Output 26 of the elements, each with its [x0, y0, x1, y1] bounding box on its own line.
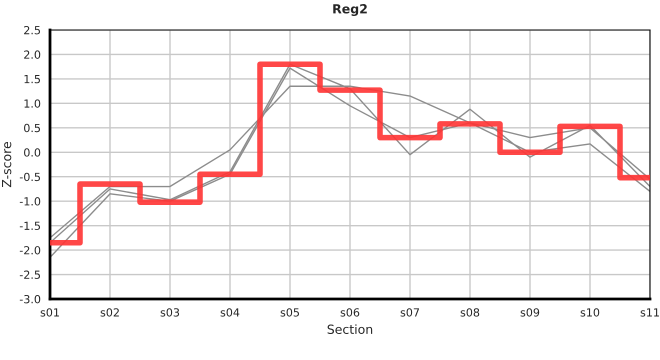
x-tick-label: s01 — [40, 308, 59, 317]
y-tick-label: 0.5 — [24, 124, 40, 132]
y-tick-label: -1.0 — [20, 197, 40, 206]
y-tick-label: 0.0 — [24, 148, 40, 157]
y-axis-title: Z-score — [2, 142, 12, 188]
y-tick-label: -3.0 — [20, 294, 40, 304]
y-tick-label: 1.5 — [24, 75, 40, 84]
x-tick-label: s06 — [340, 308, 360, 317]
y-tick-label: 1.0 — [24, 99, 40, 108]
y-tick-label: -2.5 — [20, 270, 40, 279]
x-tick-label: s10 — [580, 308, 600, 317]
x-tick-label: s09 — [520, 308, 540, 317]
x-tick-label: s02 — [100, 308, 119, 317]
y-tick-label: 2.0 — [24, 50, 40, 59]
x-axis-title: Section — [328, 324, 372, 334]
x-tick-label: s08 — [460, 308, 480, 317]
y-tick-label: -2.0 — [20, 246, 40, 254]
x-tick-label: s04 — [220, 308, 240, 317]
y-tick-label: 2.5 — [24, 26, 40, 34]
x-tick-label: s07 — [400, 308, 420, 317]
chart-title: Reg2 — [333, 4, 367, 16]
y-tick-label: -0.5 — [20, 172, 40, 182]
x-tick-label: s11 — [640, 308, 659, 317]
x-tick-label: s03 — [160, 308, 180, 317]
y-tick-label: -1.5 — [20, 222, 40, 230]
x-tick-label: s05 — [280, 308, 299, 317]
